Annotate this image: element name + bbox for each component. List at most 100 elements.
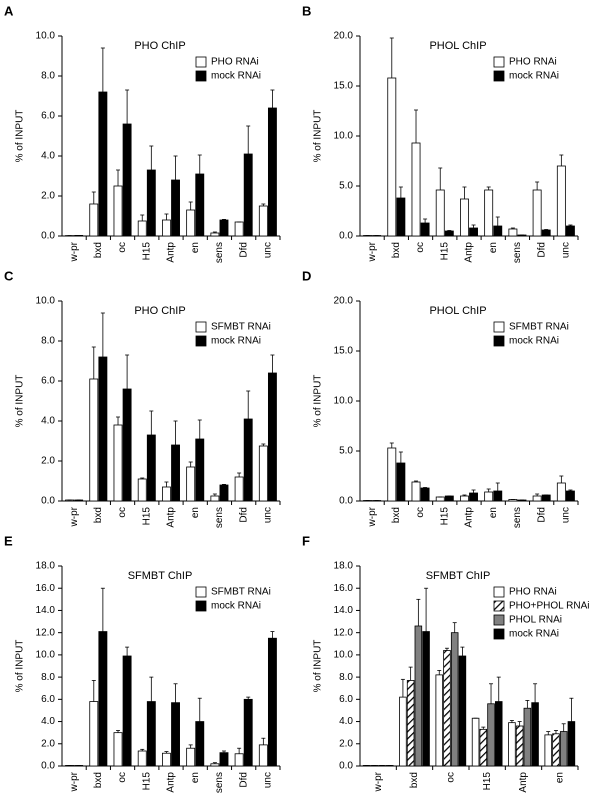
x-tick-label: en [190,242,201,253]
x-tick-label: Antp [464,507,475,528]
bar [458,655,467,767]
x-tick-label: Dfd [536,507,547,523]
bar [420,487,430,502]
bar [567,721,576,767]
y-tick-label: 16.0 [334,583,354,594]
y-tick-label: 2.0 [339,738,353,749]
bar [531,702,539,767]
bar [541,229,551,237]
bar [469,227,478,237]
x-tick-label: Dfd [238,242,249,258]
bar [122,123,132,237]
y-tick-label: 4.0 [41,716,55,727]
x-tick-label: sens [214,507,225,528]
bar [186,466,196,502]
y-tick-label: 20.0 [334,296,354,307]
y-tick-label: 10.0 [36,650,56,661]
x-tick-label: unc [263,772,274,788]
bar [396,197,406,237]
y-tick-label: 14.0 [36,605,56,616]
panel-label: D [302,268,311,283]
x-tick-label: Antp [464,242,475,263]
x-tick-label: w-pr [69,241,80,262]
y-axis-label: % of INPUT [15,110,26,163]
x-tick-label: oc [415,507,426,518]
x-tick-label: H15 [482,772,493,791]
legend-label: SFMBT RNAi [509,322,569,333]
panel-label: C [4,268,14,283]
legend-label: SFMBT RNAi [211,322,271,333]
x-tick-label: unc [263,242,274,258]
bar [450,632,459,767]
y-tick-label: 6.0 [41,694,55,705]
y-tick-label: 20.0 [334,31,354,42]
bar [234,476,244,502]
bar [532,495,542,502]
y-tick-label: 10.0 [334,396,354,407]
y-tick-label: 0.0 [339,231,353,242]
bar [508,228,518,237]
bar [411,142,421,237]
legend-swatch [195,600,207,612]
y-tick-label: 6.0 [339,694,353,705]
y-tick-label: 0.0 [41,761,55,772]
chart-title: SFMBT ChIP [426,570,491,582]
x-tick-label: Antp [166,772,177,793]
bar [406,680,415,767]
x-tick-label: bxd [93,242,104,258]
bar [98,631,108,767]
chart-title: PHOL ChIP [429,305,486,317]
x-tick-label: w-pr [373,771,384,792]
chart-title: PHOL ChIP [429,40,486,52]
bar [435,189,445,237]
bar [195,173,205,237]
y-tick-label: 0.0 [41,231,55,242]
y-axis-label: % of INPUT [313,375,324,428]
x-tick-label: unc [263,507,274,523]
x-tick-label: H15 [141,772,152,791]
bar [89,378,99,502]
legend-label: mock RNAi [211,336,261,347]
x-tick-label: bxd [93,772,104,788]
panel-label: B [302,3,311,18]
y-tick-label: 18.0 [334,561,354,572]
bar [443,650,451,767]
x-tick-label: oc [117,507,128,518]
bar [210,495,220,502]
bar [195,721,205,767]
y-axis-label: % of INPUT [15,375,26,428]
bar [515,725,524,767]
bar [219,752,229,767]
y-tick-label: 15.0 [334,81,354,92]
y-tick-label: 5.0 [339,446,353,457]
y-tick-label: 8.0 [41,336,55,347]
legend-label: mock RNAi [509,336,559,347]
legend-label: mock RNAi [211,601,261,612]
bar [186,747,196,767]
bar [523,707,532,767]
bar [493,490,503,502]
x-tick-label: Antp [518,772,529,793]
bar [494,701,503,767]
panel-label: F [302,533,310,548]
bar [113,732,123,767]
x-tick-label: H15 [439,242,450,261]
bar [556,482,566,502]
x-tick-label: sens [214,772,225,793]
bar [422,631,430,767]
bar [435,674,444,767]
bar [484,491,494,502]
bar [171,444,180,502]
legend-label: mock RNAi [211,71,261,82]
bar [411,481,421,502]
bar [414,625,423,767]
legend-swatch [195,335,207,347]
bar [399,696,407,767]
legend-label: PHO RNAi [211,57,259,68]
legend-swatch [493,600,505,612]
bar [484,189,494,237]
bar [162,486,171,502]
x-tick-label: en [190,772,201,783]
x-tick-label: Dfd [238,507,249,523]
y-tick-label: 0.0 [339,496,353,507]
